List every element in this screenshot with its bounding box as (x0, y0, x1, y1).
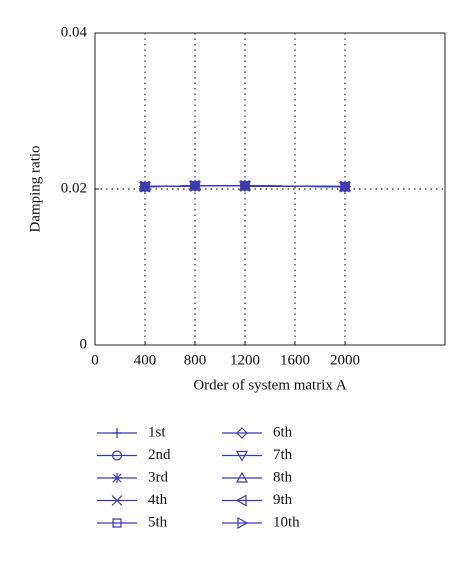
legend-marker (112, 428, 122, 438)
x-tick-label: 0 (91, 352, 99, 368)
marker (240, 179, 252, 192)
y-tick-label: 0.02 (61, 180, 87, 196)
series-line (144, 185, 346, 188)
legend-label: 8th (273, 469, 293, 485)
marker (190, 179, 202, 192)
y-axis-label: Damping ratio (27, 145, 43, 232)
x-tick-label: 2000 (330, 352, 360, 368)
legend-label: 7th (273, 447, 293, 463)
legend-marker (111, 495, 123, 506)
legend-marker (112, 473, 122, 483)
legend-marker (235, 471, 249, 483)
x-tick-label: 1600 (280, 352, 310, 368)
legend-label: 10th (273, 514, 300, 530)
legend-marker (236, 427, 248, 439)
legend-marker (235, 494, 247, 507)
legend-label: 1st (148, 424, 166, 440)
legend-label: 6th (273, 424, 293, 440)
legend-marker (235, 450, 249, 462)
marker (340, 180, 352, 193)
x-tick-label: 400 (134, 352, 157, 368)
y-tick-label: 0 (80, 336, 88, 352)
x-axis-label: Order of system matrix A (193, 377, 346, 393)
legend-marker (111, 450, 123, 461)
legend-label: 5th (148, 514, 168, 530)
legend-label: 4th (148, 492, 168, 508)
legend-marker (112, 518, 122, 528)
legend-label: 2nd (148, 447, 171, 463)
y-tick-label: 0.04 (61, 24, 88, 40)
legend-label: 3rd (148, 469, 168, 485)
marker (140, 180, 152, 193)
legend-marker (237, 516, 249, 530)
legend-label: 9th (273, 492, 293, 508)
x-tick-label: 800 (184, 352, 207, 368)
x-tick-label: 1200 (230, 352, 260, 368)
